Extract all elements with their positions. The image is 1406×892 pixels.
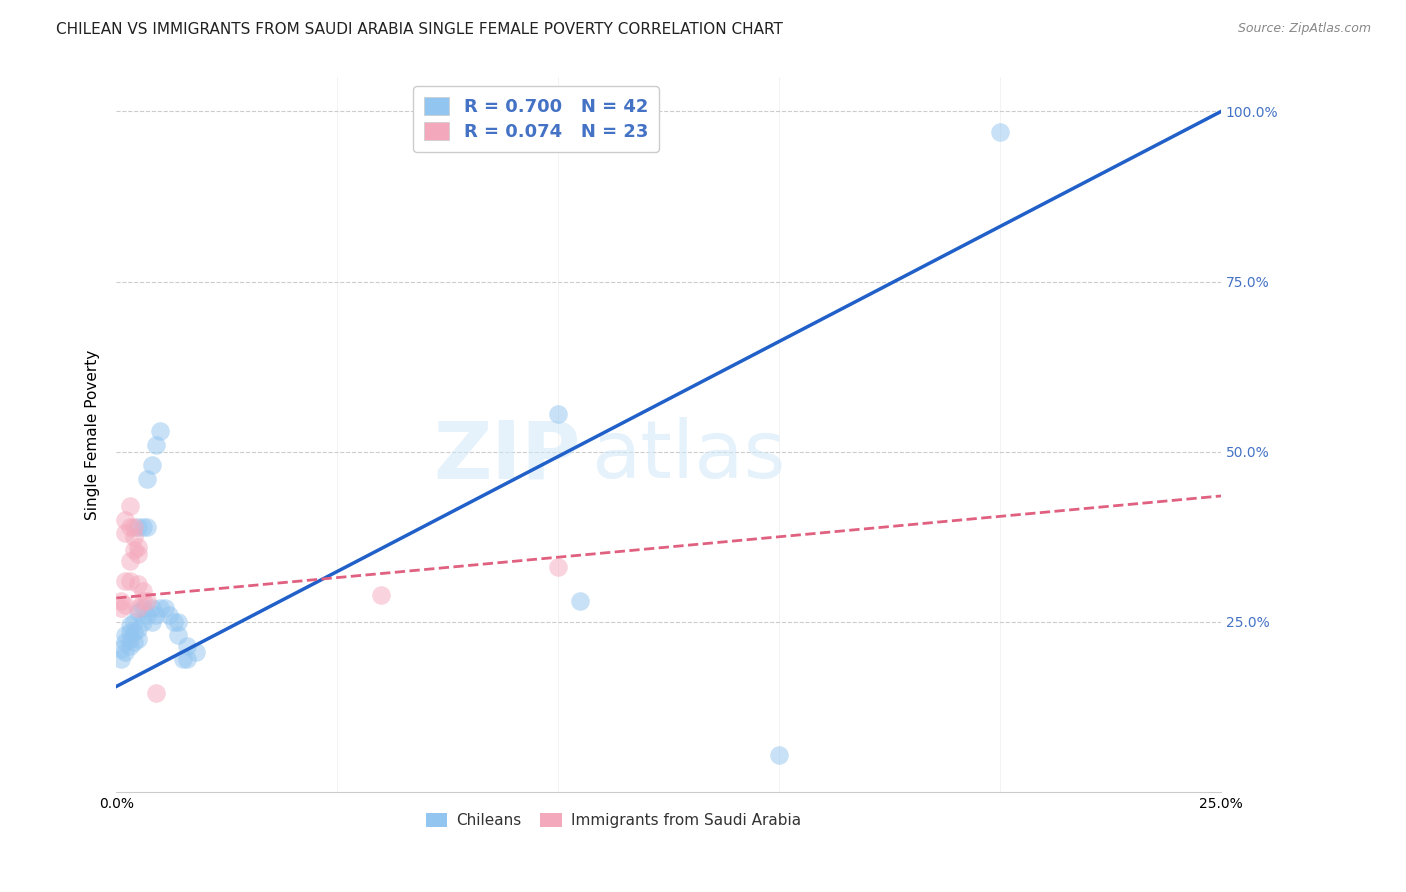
Point <box>132 584 155 599</box>
Point <box>118 632 141 646</box>
Point <box>127 519 149 533</box>
Point <box>132 519 155 533</box>
Point <box>114 598 136 612</box>
Text: CHILEAN VS IMMIGRANTS FROM SAUDI ARABIA SINGLE FEMALE POVERTY CORRELATION CHART: CHILEAN VS IMMIGRANTS FROM SAUDI ARABIA … <box>56 22 783 37</box>
Point <box>118 625 141 640</box>
Text: Source: ZipAtlas.com: Source: ZipAtlas.com <box>1237 22 1371 36</box>
Point <box>110 652 132 666</box>
Point <box>127 540 149 554</box>
Point <box>127 601 149 615</box>
Point <box>141 601 163 615</box>
Point <box>118 499 141 513</box>
Point <box>110 601 132 615</box>
Point <box>141 458 163 473</box>
Point <box>145 686 167 700</box>
Point <box>132 615 155 629</box>
Point <box>172 652 194 666</box>
Text: atlas: atlas <box>592 417 786 495</box>
Point <box>132 594 155 608</box>
Point <box>176 652 198 666</box>
Point <box>127 632 149 646</box>
Point <box>122 615 145 629</box>
Point <box>136 607 159 622</box>
Point <box>110 594 132 608</box>
Point <box>370 588 392 602</box>
Point <box>122 530 145 544</box>
Point <box>149 601 172 615</box>
Point <box>163 615 186 629</box>
Point <box>127 605 149 619</box>
Point <box>184 645 207 659</box>
Point <box>110 642 132 657</box>
Point <box>768 747 790 762</box>
Point <box>167 615 190 629</box>
Point <box>569 594 592 608</box>
Point <box>118 574 141 588</box>
Point <box>122 635 145 649</box>
Point <box>141 615 163 629</box>
Point <box>122 625 145 640</box>
Point <box>114 526 136 541</box>
Point <box>114 513 136 527</box>
Point <box>127 622 149 636</box>
Point <box>118 618 141 632</box>
Legend: Chileans, Immigrants from Saudi Arabia: Chileans, Immigrants from Saudi Arabia <box>420 806 807 834</box>
Point <box>136 594 159 608</box>
Point <box>547 560 569 574</box>
Point <box>132 601 155 615</box>
Point <box>127 547 149 561</box>
Point <box>176 639 198 653</box>
Point <box>122 543 145 558</box>
Point <box>547 407 569 421</box>
Y-axis label: Single Female Poverty: Single Female Poverty <box>86 350 100 520</box>
Text: ZIP: ZIP <box>433 417 581 495</box>
Point <box>145 607 167 622</box>
Point <box>118 519 141 533</box>
Point <box>153 601 176 615</box>
Point <box>136 519 159 533</box>
Point <box>145 438 167 452</box>
Point <box>988 125 1011 139</box>
Point <box>167 628 190 642</box>
Point <box>114 628 136 642</box>
Point <box>114 574 136 588</box>
Point <box>149 425 172 439</box>
Point <box>114 645 136 659</box>
Point <box>122 519 145 533</box>
Point <box>118 639 141 653</box>
Point <box>127 577 149 591</box>
Point <box>136 472 159 486</box>
Point <box>118 553 141 567</box>
Point <box>157 607 180 622</box>
Point <box>114 635 136 649</box>
